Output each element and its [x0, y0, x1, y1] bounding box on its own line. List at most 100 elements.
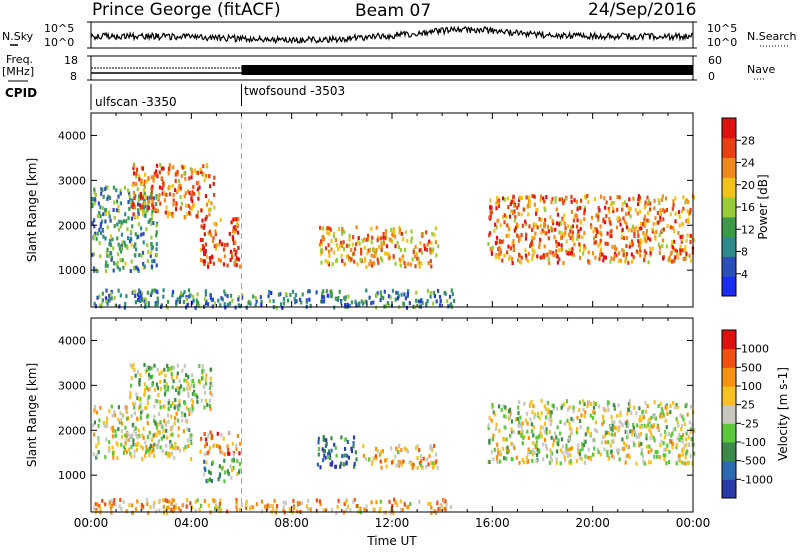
rti-cell — [603, 255, 606, 260]
rti-cell — [117, 194, 120, 199]
rti-cell — [196, 292, 199, 297]
rti-cell — [425, 247, 429, 252]
rti-cell — [528, 224, 531, 229]
rti-cell — [446, 299, 449, 304]
rti-cell — [201, 259, 204, 264]
rti-cell — [236, 256, 239, 261]
y-tick-label: 2000 — [58, 424, 86, 437]
rti-cell — [626, 411, 629, 416]
rti-cell — [564, 449, 567, 454]
rti-cell — [543, 404, 546, 409]
rti-cell — [400, 292, 403, 297]
rti-cell — [219, 218, 222, 222]
rti-cell — [347, 294, 350, 299]
rti-cell — [189, 501, 192, 506]
rti-cell — [155, 509, 158, 514]
rti-cell — [550, 200, 553, 205]
rti-cell — [129, 451, 132, 456]
rti-cell — [137, 396, 141, 401]
rti-cell — [674, 427, 677, 432]
rti-cell — [99, 222, 103, 226]
rti-cell — [387, 252, 390, 257]
rti-cell — [612, 257, 615, 262]
rti-cell — [369, 259, 372, 264]
rti-cell — [321, 291, 324, 296]
rti-cell — [430, 511, 433, 515]
rti-cell — [229, 258, 232, 262]
rti-cell — [400, 507, 403, 512]
rti-cell — [616, 195, 619, 199]
rti-cell — [444, 507, 447, 512]
rti-cell — [94, 231, 97, 236]
rti-cell — [93, 420, 96, 425]
rti-cell — [383, 510, 386, 515]
rti-cell — [203, 178, 206, 183]
rti-cell — [200, 503, 203, 508]
rti-cell — [633, 234, 636, 238]
rti-cell — [565, 399, 569, 404]
rti-cell — [434, 460, 437, 465]
rti-cell — [647, 260, 650, 265]
rti-cell — [181, 368, 184, 373]
rti-cell — [182, 387, 185, 392]
rti-cell — [130, 434, 133, 439]
rti-cell — [494, 241, 497, 246]
rti-cell — [183, 171, 186, 176]
rti-cell — [139, 416, 142, 421]
rti-cell — [679, 413, 682, 418]
rti-cell — [194, 508, 197, 513]
rti-cell — [230, 220, 233, 225]
rti-cell — [112, 185, 115, 190]
rti-cell — [543, 437, 547, 442]
rti-cell — [218, 239, 222, 244]
rti-cell — [97, 441, 100, 446]
rti-cell — [426, 242, 429, 247]
rti-cell — [625, 423, 628, 428]
rti-cell — [584, 454, 587, 459]
rti-cell — [647, 201, 650, 206]
rti-cell — [640, 451, 643, 456]
rti-cell — [525, 455, 528, 460]
rti-cell — [659, 218, 662, 223]
rti-cell — [598, 253, 602, 258]
rti-cell — [619, 410, 622, 415]
rti-cell — [190, 457, 193, 462]
rti-cell — [189, 167, 192, 172]
rti-cell — [501, 258, 504, 263]
rti-cell — [196, 187, 199, 192]
rti-cell — [139, 182, 142, 186]
rti-cell — [647, 218, 650, 223]
rti-cell — [160, 370, 163, 375]
rti-cell — [168, 453, 171, 458]
rti-cell — [531, 410, 534, 415]
rti-cell — [541, 425, 544, 430]
rti-cell — [671, 441, 674, 446]
rti-cell — [165, 443, 168, 448]
rti-cell — [105, 424, 108, 429]
rti-cell — [658, 455, 661, 460]
rti-cell — [404, 230, 407, 235]
rti-cell — [129, 198, 132, 203]
rti-cell — [681, 414, 684, 419]
y-tick-label: 2000 — [58, 219, 86, 232]
rti-cell — [176, 371, 179, 376]
freq-trace-twofsound — [241, 65, 693, 75]
rti-cell — [181, 503, 184, 508]
rti-cell — [348, 234, 351, 238]
rti-cell — [637, 197, 640, 202]
rti-cell — [645, 424, 648, 429]
rti-cell — [611, 244, 614, 249]
rti-cell — [178, 379, 181, 384]
rti-cell — [154, 303, 157, 308]
rti-cell — [568, 436, 571, 441]
rti-cell — [142, 261, 145, 266]
rti-cell — [502, 214, 505, 219]
rti-cell — [399, 248, 403, 253]
rti-cell — [189, 407, 192, 412]
rti-cell — [328, 231, 331, 236]
rti-cell — [544, 208, 547, 213]
rti-cell — [171, 432, 174, 437]
rti-cell — [152, 205, 155, 210]
rti-cell — [108, 446, 111, 451]
rti-cell — [669, 212, 672, 217]
